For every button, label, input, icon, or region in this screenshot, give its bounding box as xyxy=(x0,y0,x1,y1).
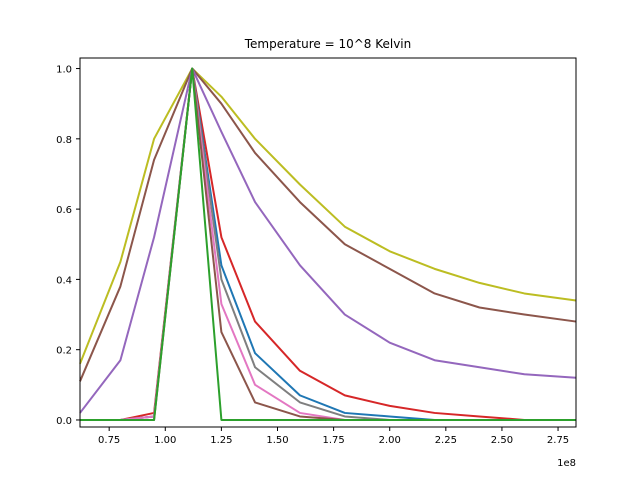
series-line-1 xyxy=(79,67,577,365)
y-tick-label: 1.0 xyxy=(56,65,72,76)
x-tick-label: 0.75 xyxy=(98,435,120,446)
series-line-5 xyxy=(80,67,576,421)
series-line-7 xyxy=(80,67,576,421)
series-line-4 xyxy=(80,67,576,421)
x-tick-label: 1.75 xyxy=(322,435,344,446)
series-line-2 xyxy=(79,67,577,382)
x-axis: 0.75 1.00 1.25 1.50 1.75 2.00 2.25 2.50 2.75 xyxy=(98,427,569,446)
x-tick-label: 2.50 xyxy=(491,435,513,446)
y-axis: 0.0 0.2 0.4 0.6 0.8 1.0 xyxy=(56,65,80,427)
x-tick-label: 2.75 xyxy=(547,435,569,446)
series-layer xyxy=(79,67,577,421)
x-tick-label: 2.25 xyxy=(435,435,457,446)
y-tick-label: 0.2 xyxy=(56,346,72,357)
series-line-3 xyxy=(79,67,577,414)
plot-frame xyxy=(79,57,577,428)
chart-title: Temperature = 10^8 Kelvin xyxy=(244,37,412,51)
y-tick-label: 0.8 xyxy=(56,135,72,146)
y-tick-label: 0.4 xyxy=(56,275,72,286)
x-tick-label: 1.00 xyxy=(154,435,176,446)
series-line-8 xyxy=(80,67,576,421)
y-tick-label: 0.6 xyxy=(56,205,72,216)
series-line-6 xyxy=(80,67,576,421)
x-tick-label: 1.25 xyxy=(210,435,232,446)
x-offset-label: 1e8 xyxy=(557,458,576,469)
series-line-9 xyxy=(80,67,576,421)
y-tick-label: 0.0 xyxy=(56,416,72,427)
x-tick-label: 2.00 xyxy=(379,435,401,446)
x-tick-label: 1.50 xyxy=(266,435,288,446)
